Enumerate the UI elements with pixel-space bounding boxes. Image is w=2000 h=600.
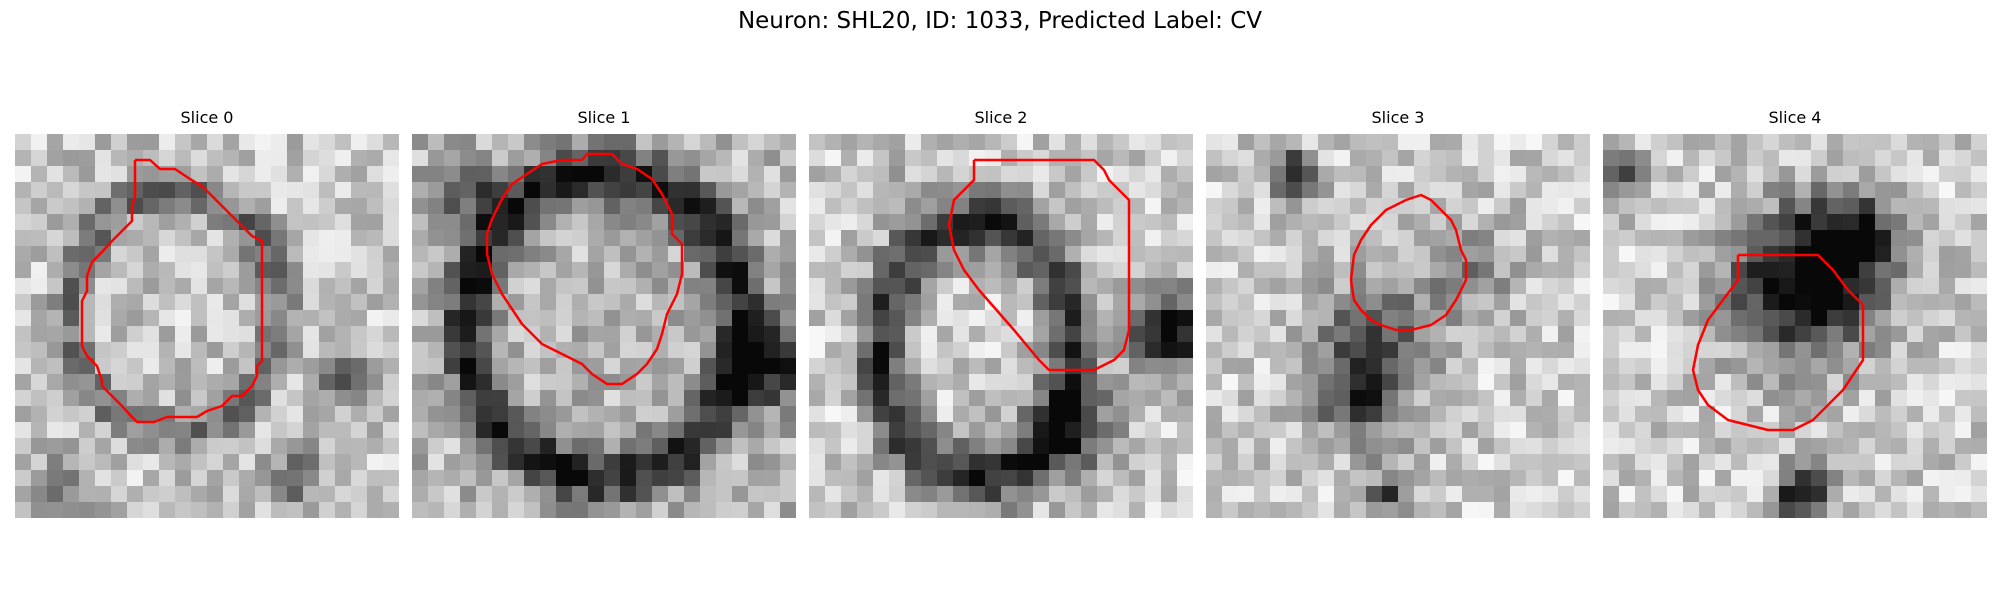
slice-title-3: Slice 3 <box>1371 108 1425 127</box>
slice-image-3 <box>1206 134 1590 518</box>
roi-contour-3 <box>1349 193 1468 332</box>
slice-title-0: Slice 0 <box>180 108 234 127</box>
roi-contour-1 <box>485 152 684 386</box>
slice-title-2: Slice 2 <box>974 108 1028 127</box>
roi-contour-4 <box>1691 253 1865 432</box>
roi-contour-0 <box>80 158 264 424</box>
slice-image-2 <box>809 134 1193 518</box>
slice-title-1: Slice 1 <box>577 108 631 127</box>
slice-image-4 <box>1603 134 1987 518</box>
slice-image-1 <box>412 134 796 518</box>
roi-contour-2 <box>947 158 1131 372</box>
slice-image-0 <box>15 134 399 518</box>
slice-title-4: Slice 4 <box>1768 108 1822 127</box>
figure-title: Neuron: SHL20, ID: 1033, Predicted Label… <box>737 8 1263 34</box>
